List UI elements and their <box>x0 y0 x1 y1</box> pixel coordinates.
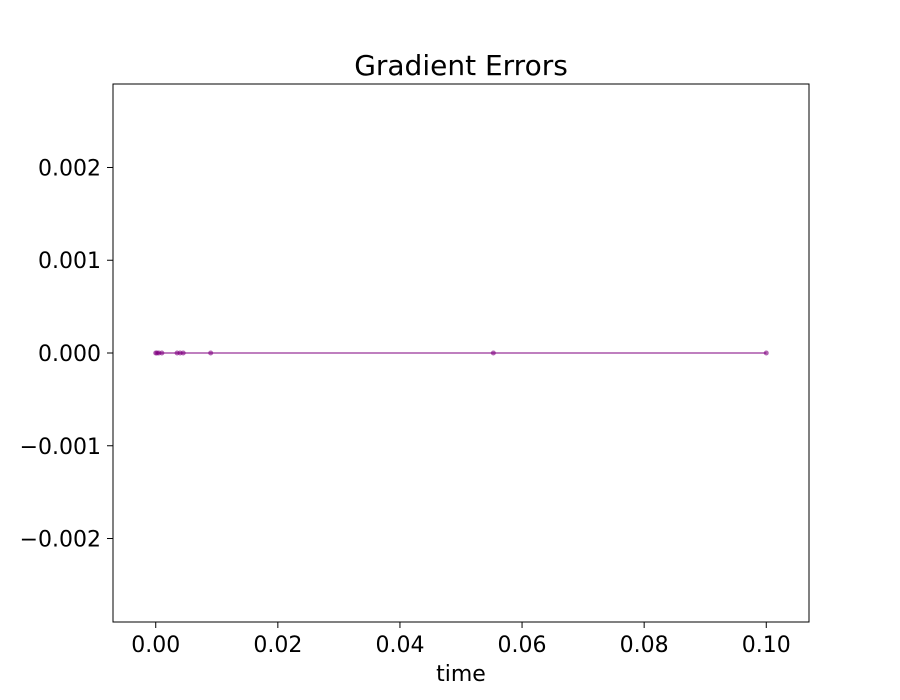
y-tick-label: −0.001 <box>20 435 101 460</box>
y-tick-label: 0.001 <box>38 249 101 274</box>
x-axis-label: time <box>436 662 486 687</box>
x-tick-label: 0.04 <box>375 633 424 658</box>
x-axis: 0.00 0.02 0.04 0.06 0.08 0.10 <box>131 622 791 658</box>
x-tick-label: 0.02 <box>253 633 302 658</box>
data-point <box>180 350 186 356</box>
x-tick-label: 0.10 <box>742 633 791 658</box>
data-point <box>208 350 214 356</box>
x-tick-label: 0.06 <box>498 633 547 658</box>
x-tick-label: 0.08 <box>620 633 669 658</box>
y-tick-label: 0.000 <box>38 342 101 367</box>
chart-title: Gradient Errors <box>354 49 568 82</box>
y-tick-label: −0.002 <box>20 528 101 553</box>
data-point <box>159 350 165 356</box>
y-tick-label: 0.002 <box>38 156 101 181</box>
data-point <box>763 350 769 356</box>
series-layer <box>153 350 769 356</box>
x-tick-label: 0.00 <box>131 633 180 658</box>
y-axis: 0.002 0.001 0.000 −0.001 −0.002 <box>20 156 113 553</box>
data-point <box>490 350 496 356</box>
